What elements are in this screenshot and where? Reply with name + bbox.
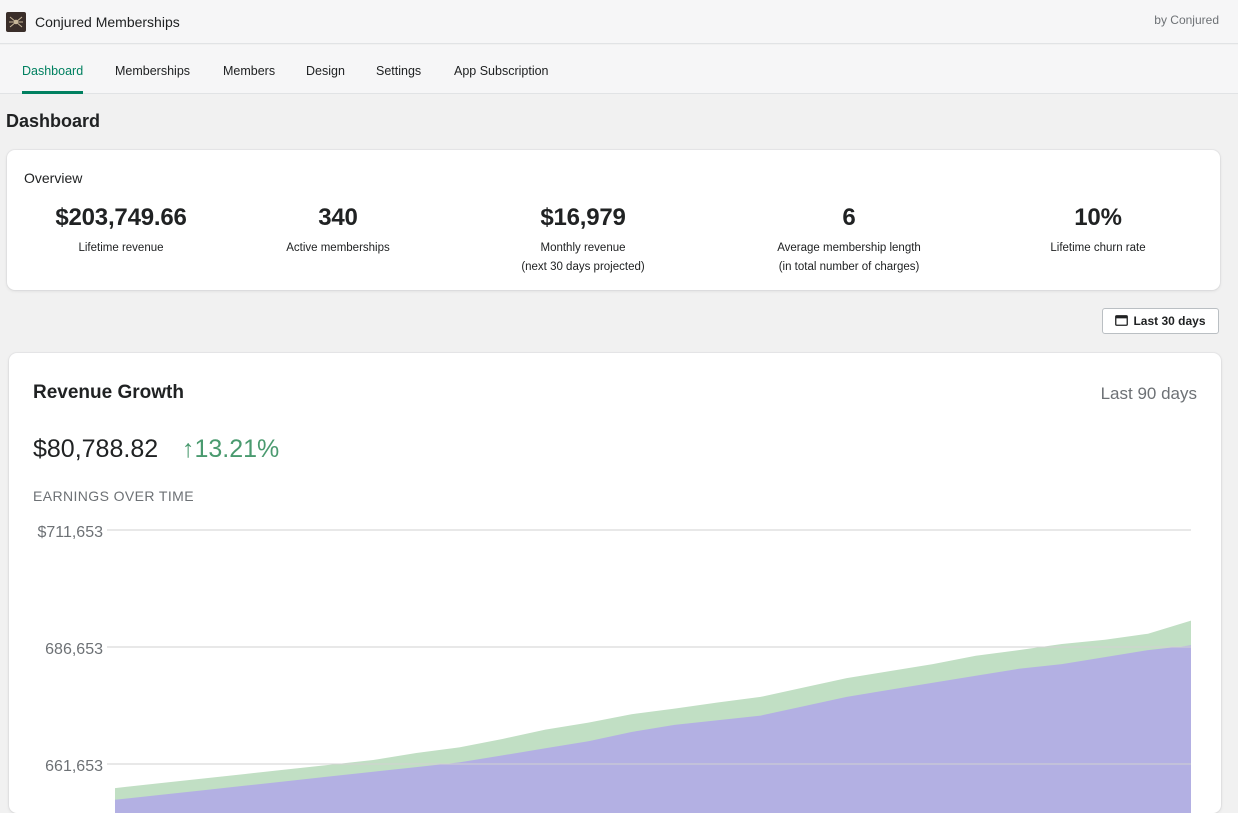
revenue-growth-card: Revenue Growth Last 90 days $80,788.82 ↑… xyxy=(9,353,1221,813)
revenue-range: Last 90 days xyxy=(1100,384,1197,403)
date-range-label: Last 30 days xyxy=(1133,314,1206,328)
metric-label: Lifetime churn rate xyxy=(1050,242,1146,254)
calendar-icon xyxy=(1115,314,1129,329)
metric-sublabel: (next 30 days projected) xyxy=(521,261,645,273)
app-name: Conjured Memberships xyxy=(35,13,180,30)
metric-value: $203,749.66 xyxy=(55,204,187,231)
metric-average-membership-length: 6 Average membership length (in total num… xyxy=(729,204,969,277)
y-tick-label: 686,653 xyxy=(45,641,103,658)
metric-value: $16,979 xyxy=(540,204,626,231)
tab-members[interactable]: Members xyxy=(223,64,276,78)
revenue-total: $80,788.82 xyxy=(33,435,159,463)
revenue-growth-title: Revenue Growth xyxy=(33,382,184,403)
spider-icon xyxy=(6,11,26,32)
overview-card: Overview $203,749.66 Lifetime revenue 34… xyxy=(7,150,1220,290)
revenue-change: ↑13.21% xyxy=(182,435,280,463)
metric-label: Average membership length (in total numbe… xyxy=(729,239,969,277)
tab-design[interactable]: Design xyxy=(306,64,345,78)
metric-label-main: Monthly revenue xyxy=(540,242,626,254)
main-nav: Dashboard Memberships Members Design Set… xyxy=(0,45,1238,94)
metric-label: Lifetime revenue xyxy=(78,242,164,254)
earnings-over-time-label: EARNINGS OVER TIME xyxy=(33,488,194,504)
series-area-0 xyxy=(115,645,1191,813)
metric-monthly-revenue: $16,979 Monthly revenue (next 30 days pro… xyxy=(463,204,703,277)
by-conjured-text: by Conjured xyxy=(1154,13,1219,27)
metric-sublabel: (in total number of charges) xyxy=(778,261,920,273)
tab-settings[interactable]: Settings xyxy=(376,64,422,78)
metric-value: 6 xyxy=(842,204,856,231)
tab-memberships[interactable]: Memberships xyxy=(115,64,191,78)
metric-value: 10% xyxy=(1074,204,1122,231)
overview-heading: Overview xyxy=(24,170,83,186)
y-tick-label: $711,653 xyxy=(37,524,103,541)
date-range-button[interactable]: Last 30 days xyxy=(1102,308,1219,334)
metric-lifetime-churn-rate: 10% Lifetime churn rate xyxy=(978,204,1218,258)
metric-value: 340 xyxy=(318,204,358,231)
metric-active-memberships: 340 Active memberships xyxy=(218,204,458,258)
metric-label: Active memberships xyxy=(286,242,390,254)
tab-dashboard[interactable]: Dashboard xyxy=(22,45,84,94)
metric-label: Monthly revenue (next 30 days projected) xyxy=(463,239,703,277)
metric-label-main: Average membership length xyxy=(777,242,921,254)
earnings-chart: $711,653 686,653 661,653 xyxy=(37,524,1191,813)
metric-lifetime-revenue: $203,749.66 Lifetime revenue xyxy=(1,204,241,258)
page-title: Dashboard xyxy=(6,111,101,131)
app-header: Conjured Memberships by Conjured xyxy=(0,0,1238,44)
tab-app-subscription[interactable]: App Subscription xyxy=(454,64,549,78)
y-tick-label: 661,653 xyxy=(45,758,103,775)
